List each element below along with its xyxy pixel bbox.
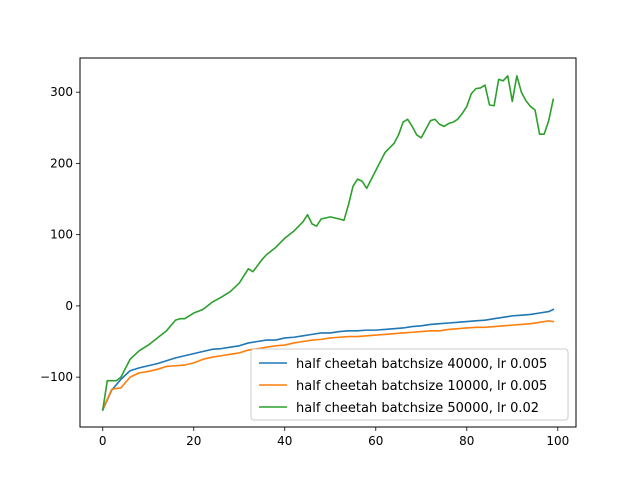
y-axis: −100 0 100 200 300	[40, 85, 80, 384]
series-line-1	[101, 320, 555, 411]
y-tick-label: 300	[50, 85, 73, 99]
x-axis: 0 20 40 60 80 100	[99, 427, 569, 448]
legend-label-0: half cheetah batchsize 40000, lr 0.005	[296, 357, 547, 372]
x-tick-label: 60	[368, 434, 383, 448]
legend-box	[250, 348, 569, 421]
x-tick-label: 0	[99, 434, 107, 448]
plot-area	[101, 75, 555, 411]
y-tick-label: 0	[65, 299, 73, 313]
y-tick-label: 200	[50, 156, 73, 170]
x-tick-label: 80	[459, 434, 474, 448]
x-tick-label: 100	[546, 434, 569, 448]
x-tick-label: 20	[186, 434, 201, 448]
x-tick-label: 40	[277, 434, 292, 448]
legend: half cheetah batchsize 40000, lr 0.005 ha…	[250, 348, 569, 421]
axes-frame	[79, 57, 577, 428]
y-tick-label: −100	[40, 370, 73, 384]
y-tick-label: 100	[50, 228, 73, 242]
series-line-2	[101, 75, 555, 411]
series-line-0	[101, 308, 555, 411]
legend-label-2: half cheetah batchsize 50000, lr 0.02	[296, 401, 539, 416]
legend-label-1: half cheetah batchsize 10000, lr 0.005	[296, 379, 547, 394]
